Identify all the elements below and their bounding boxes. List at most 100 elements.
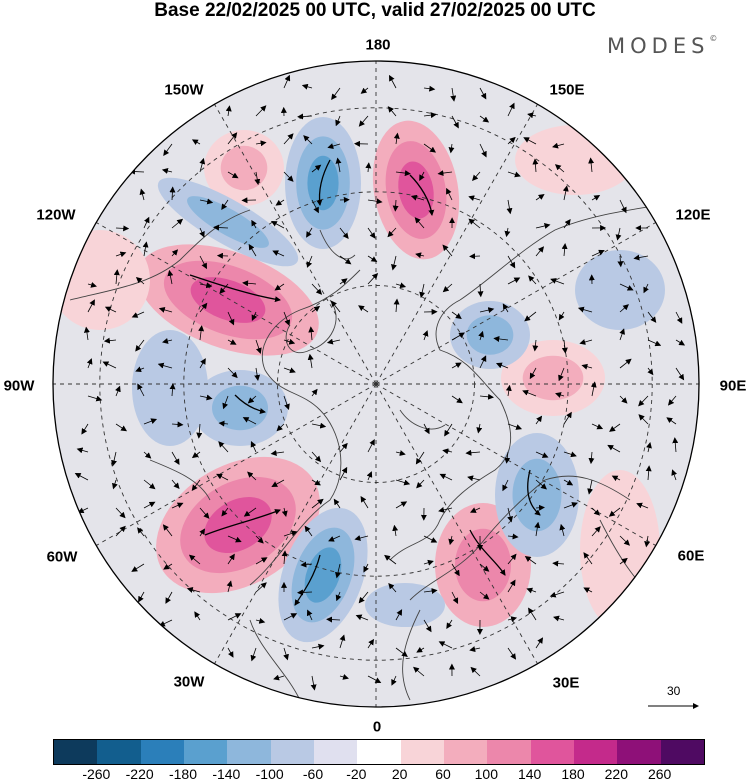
wind-vector (507, 423, 523, 430)
wind-vector (76, 447, 89, 454)
wind-vector (254, 367, 261, 381)
wind-vector (306, 609, 313, 621)
wind-vector (251, 311, 258, 322)
anomaly-contour (220, 145, 268, 191)
wind-vector (273, 674, 285, 681)
wind-vector (328, 535, 341, 542)
latitude-circle (99, 107, 653, 661)
wind-vector (255, 535, 264, 544)
wind-vector (255, 582, 267, 593)
wind-vector (367, 439, 375, 453)
wind-vector (311, 283, 323, 295)
colorbar-segment (357, 740, 401, 764)
wind-vector (137, 383, 145, 397)
wind-vector (81, 423, 89, 435)
wind-vector (248, 243, 257, 257)
map-title: Base 22/02/2025 00 UTC, valid 27/02/2025… (154, 0, 596, 21)
wind-vector (196, 423, 203, 439)
wind-vector (506, 199, 513, 215)
wind-vector (306, 255, 313, 268)
wind-vector (617, 255, 624, 268)
map-boundary (52, 60, 700, 708)
wind-vector (165, 591, 173, 604)
wind-vector (270, 221, 285, 229)
wind-vector (552, 142, 565, 149)
wind-vector (588, 157, 595, 173)
wind-vector (647, 367, 654, 376)
wind-vector (577, 306, 593, 313)
wind-vector (591, 423, 604, 430)
wind-vector (199, 394, 213, 401)
wind-vector (423, 588, 438, 595)
wind-vector (672, 437, 679, 453)
lon-label-30e: 30E (552, 674, 580, 692)
anomaly-contour (132, 330, 208, 446)
wind-vector (559, 523, 566, 537)
wind-vector (143, 418, 158, 425)
jet-streaks (189, 159, 541, 606)
lon-label-120e: 120E (675, 206, 711, 224)
wind-vector (283, 367, 296, 374)
colorbar-segment (573, 740, 618, 764)
wind-vector (143, 501, 156, 509)
colorbar-tick-label: -220 (125, 766, 154, 782)
wind-vector (591, 194, 601, 201)
wind-vector (311, 164, 322, 173)
wind-vector (87, 299, 95, 313)
wind-vector (535, 504, 545, 511)
wind-vector (135, 339, 145, 352)
wind-vector (413, 666, 425, 677)
meridian-line (96, 383, 377, 546)
lon-label-60e: 60E (677, 547, 705, 565)
wind-vector (367, 272, 379, 285)
wind-vector (535, 479, 547, 490)
wind-vector (77, 507, 89, 514)
wind-vector (507, 136, 516, 145)
wind-vector (227, 553, 235, 565)
wind-vector (311, 388, 318, 397)
wind-vector (301, 83, 313, 90)
wind-vector (451, 591, 459, 604)
wind-vector (360, 87, 369, 94)
wind-vector (283, 133, 294, 145)
wind-vector (619, 358, 632, 369)
colorbar-tick-label: 60 (435, 766, 451, 782)
anomaly-contour (455, 528, 511, 602)
wind-vector (643, 283, 649, 294)
wind-vector (221, 199, 229, 211)
wind-vector (199, 227, 205, 238)
wind-vector (451, 311, 462, 319)
colorbar-segment (227, 740, 271, 764)
wind-vector (535, 246, 545, 257)
colorbar-tick-label: 140 (517, 766, 542, 782)
wind-vector (615, 227, 622, 241)
anomaly-contour (522, 355, 584, 401)
lon-label-120w: 120W (36, 206, 76, 224)
wind-vector (387, 106, 397, 117)
wind-vector (87, 395, 103, 402)
wind-vector (442, 244, 453, 257)
wind-vector (395, 282, 407, 289)
wind-vector (74, 473, 89, 481)
wind-vector (135, 366, 145, 373)
wind-vector (423, 85, 436, 92)
wind-vector (395, 170, 411, 177)
wind-vector (199, 157, 206, 173)
wind-vector (479, 355, 487, 369)
meridian-line (375, 383, 538, 664)
meridian-line (214, 383, 377, 664)
wind-vector (479, 143, 487, 158)
wind-vector (115, 225, 130, 232)
copyright-mark: © (709, 34, 718, 43)
wind-vector (387, 227, 397, 238)
wind-vector (297, 113, 313, 120)
wind-vector (167, 269, 174, 285)
wind-vector (535, 223, 551, 229)
meridian-line (96, 222, 377, 385)
wind-vectors (74, 74, 686, 691)
wind-vector (619, 199, 627, 214)
wind-vector (437, 170, 453, 177)
wind-vector (86, 358, 93, 369)
wind-vector (393, 132, 400, 145)
wind-vector (87, 281, 97, 288)
